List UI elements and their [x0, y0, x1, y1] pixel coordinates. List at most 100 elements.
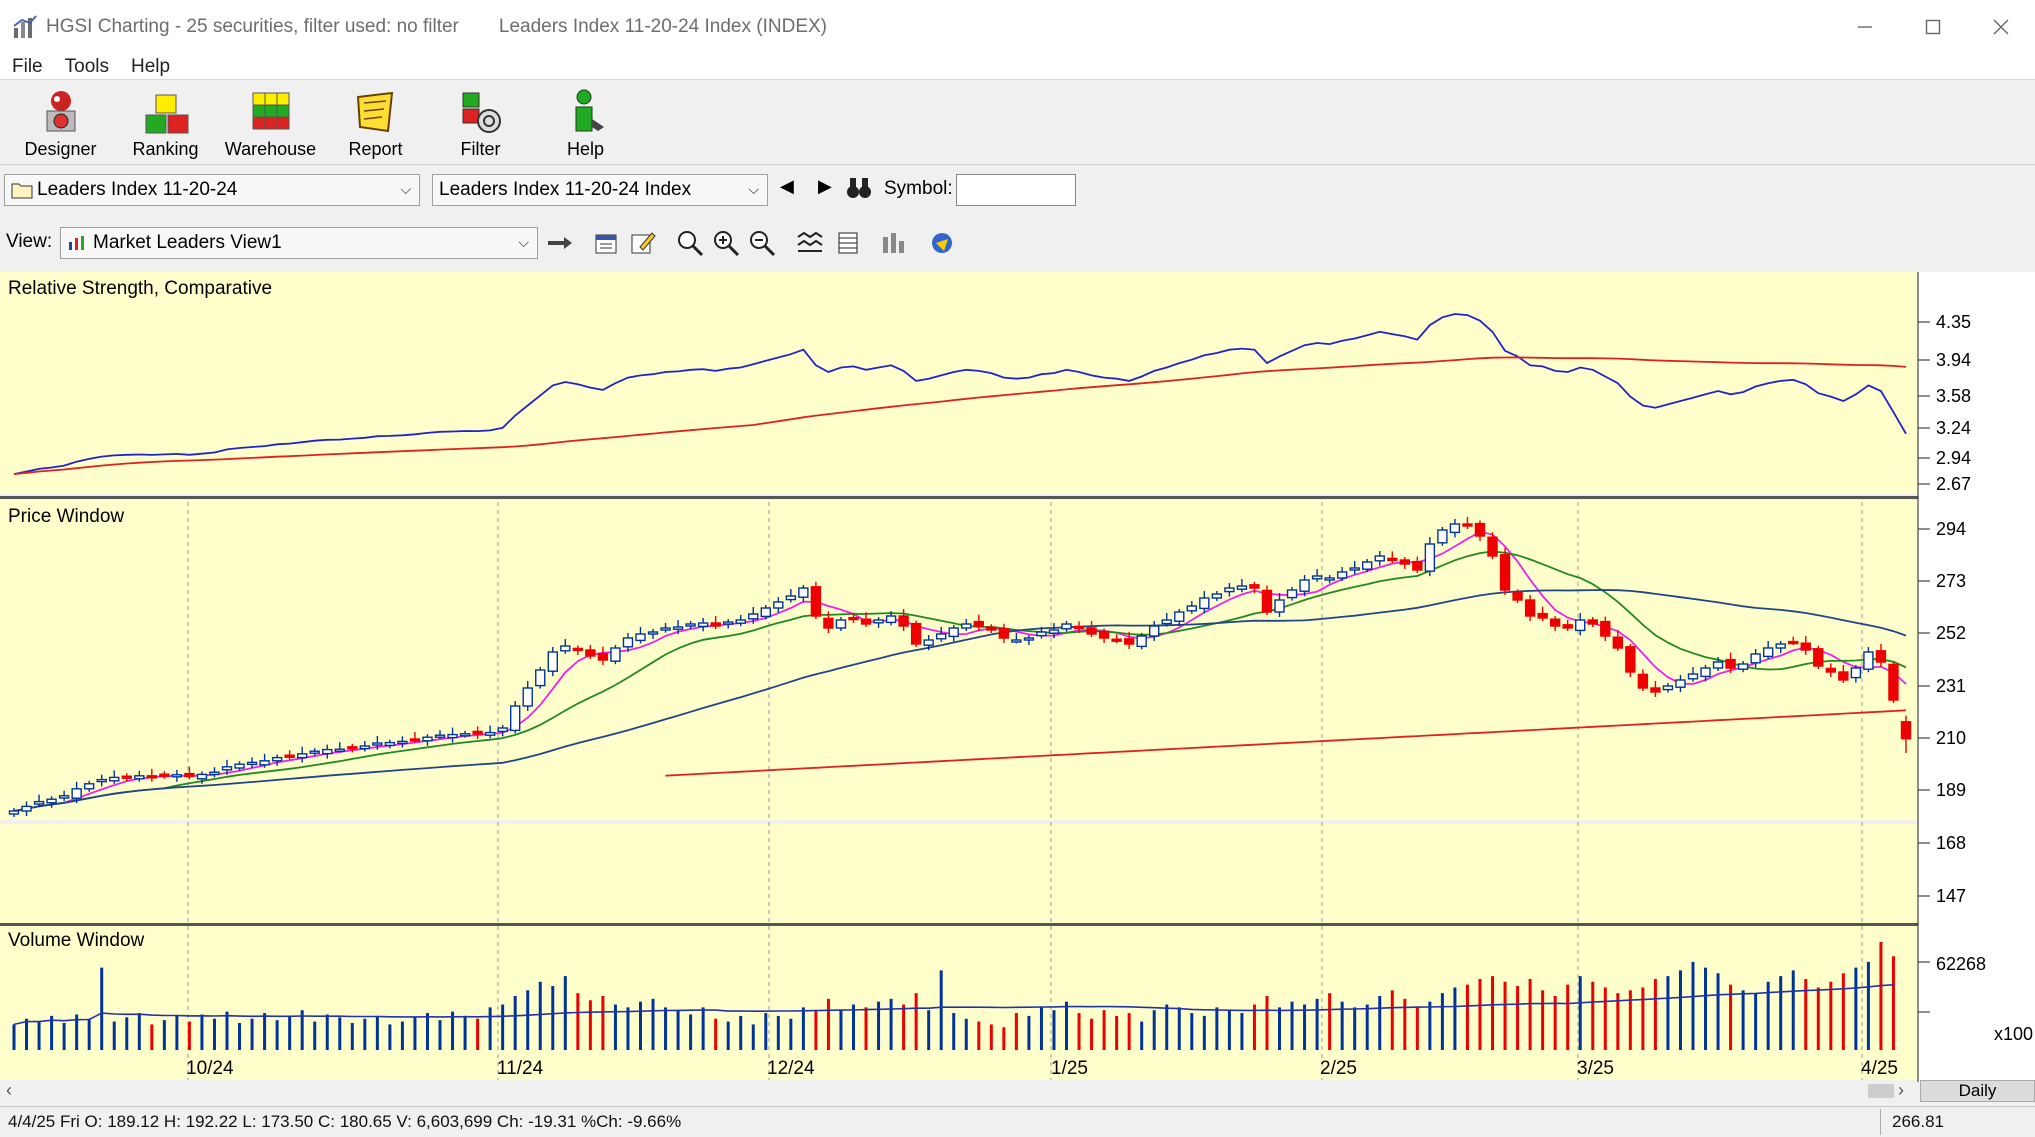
close-button[interactable] [1967, 0, 2035, 54]
candle-body [484, 731, 496, 736]
candle-body [748, 613, 759, 620]
candle-body [1524, 599, 1536, 617]
zoom-out-icon[interactable] [748, 229, 776, 257]
candle-body [1662, 685, 1674, 691]
date-label: 4/25 [1861, 1058, 1898, 1079]
date-label: 10/24 [186, 1058, 234, 1079]
candle-body [209, 771, 220, 776]
scroll-right-icon[interactable]: › [1898, 1080, 1904, 1100]
ranking-button[interactable]: Ranking [113, 82, 218, 164]
close-icon [1993, 19, 2009, 35]
candle-body [384, 741, 396, 747]
candle-body [1161, 619, 1172, 625]
candle-body [1537, 612, 1548, 619]
menu-help[interactable]: Help [130, 55, 171, 77]
scroll-left-icon[interactable]: ‹ [6, 1080, 12, 1100]
symbol-label: Symbol: [884, 178, 953, 199]
filter-label: Filter [460, 139, 501, 159]
candle-body [1299, 579, 1310, 592]
candle-body [96, 778, 107, 783]
rs-tick-label: 2.67 [1936, 474, 1971, 494]
ma-200-line [665, 709, 1907, 777]
candle-body [1236, 585, 1248, 590]
refresh-data-icon[interactable] [928, 229, 956, 257]
volume-panel-title: Volume Window [8, 930, 145, 951]
data-table-icon[interactable] [834, 229, 862, 257]
candle-body [259, 760, 270, 766]
candle-body [1800, 642, 1811, 651]
security-dropdown[interactable]: Leaders Index 11-20-24 Index ⌵ [432, 174, 768, 206]
chevron-down-icon: ⌵ [518, 234, 529, 250]
rs-tick-label: 3.58 [1936, 386, 1971, 406]
minimize-button[interactable] [1831, 0, 1899, 54]
candle-body [1512, 591, 1523, 601]
title-bar: HGSI Charting - 25 securities, filter us… [0, 0, 2035, 54]
indicator-icon[interactable] [796, 229, 824, 257]
symbol-input[interactable] [956, 174, 1076, 206]
warehouse-button[interactable]: Warehouse [218, 82, 323, 164]
candle-body [109, 776, 120, 782]
candle-body [760, 607, 771, 618]
zoom-in-icon[interactable] [712, 229, 740, 257]
designer-icon [46, 91, 75, 132]
previous-security-button[interactable]: ◀ [780, 176, 794, 196]
selection-bar: Leaders Index 11-20-24 ⌵ Leaders Index 1… [0, 168, 2035, 212]
rs-panel[interactable] [0, 272, 1918, 494]
app-title: HGSI Charting - 25 securities, filter us… [46, 16, 459, 37]
candle-body [234, 763, 245, 769]
candle-body [622, 637, 634, 648]
chart-canvas[interactable]: Relative Strength, Comparative Price Win… [0, 272, 2035, 1082]
candle-body [1700, 667, 1711, 678]
menu-tools[interactable]: Tools [64, 55, 109, 77]
report-label: Report [348, 139, 403, 159]
price-tick-label: 294 [1936, 519, 1966, 539]
chart-view-icon [69, 236, 84, 250]
candle-body [697, 622, 709, 628]
date-label: 2/25 [1320, 1058, 1357, 1079]
candle-body [535, 669, 546, 687]
price-panel[interactable] [0, 500, 1918, 820]
candle-body [1136, 635, 1147, 648]
scroll-thumb[interactable] [1868, 1084, 1894, 1098]
view-dropdown[interactable]: Market Leaders View1 ⌵ [60, 227, 538, 259]
candle-body [1174, 611, 1185, 622]
chart-area[interactable]: Relative Strength, Comparative Price Win… [0, 272, 2035, 1082]
view-pointer-icon[interactable] [546, 229, 574, 257]
candle-body [1311, 575, 1323, 580]
candle-body [848, 616, 859, 621]
candle-body [1011, 639, 1022, 643]
designer-label: Designer [24, 139, 97, 159]
menu-file[interactable]: File [12, 55, 43, 77]
candle-body [83, 783, 95, 790]
maximize-button[interactable] [1899, 0, 1967, 54]
zoom-icon[interactable] [676, 229, 704, 257]
candle-body [1625, 646, 1636, 673]
binoculars-icon[interactable] [846, 176, 872, 200]
price-panel-title: Price Window [8, 506, 124, 527]
next-security-button[interactable]: ▶ [818, 176, 832, 196]
chart-type-icon[interactable] [880, 229, 908, 257]
candle-body [885, 615, 897, 624]
candle-body [347, 746, 358, 750]
candle-body [773, 601, 784, 609]
warehouse-icon [252, 92, 289, 130]
candle-body [121, 775, 132, 779]
edit-view-icon[interactable] [628, 229, 656, 257]
designer-button[interactable]: Designer [8, 82, 113, 164]
candle-body [923, 639, 934, 646]
candle-body [1637, 673, 1649, 689]
help-button[interactable]: Help [533, 82, 638, 164]
minimize-icon [1858, 26, 1872, 28]
candle-body [910, 622, 922, 645]
candle-body [1875, 650, 1887, 663]
properties-icon[interactable] [592, 229, 620, 257]
main-toolbar: Designer Ranking Warehouse Report Fi [0, 81, 2035, 165]
horizontal-scrollbar[interactable]: ‹ › [0, 1080, 1915, 1100]
ohlc-status-text: 4/4/25 Fri O: 189.12 H: 192.22 L: 173.50… [8, 1112, 682, 1131]
report-button[interactable]: Report [323, 82, 428, 164]
period-button[interactable]: Daily [1920, 1080, 2035, 1102]
candle-body [184, 772, 195, 778]
folder-dropdown[interactable]: Leaders Index 11-20-24 ⌵ [4, 174, 420, 206]
candle-body [509, 705, 521, 732]
filter-button[interactable]: Filter [428, 82, 533, 164]
